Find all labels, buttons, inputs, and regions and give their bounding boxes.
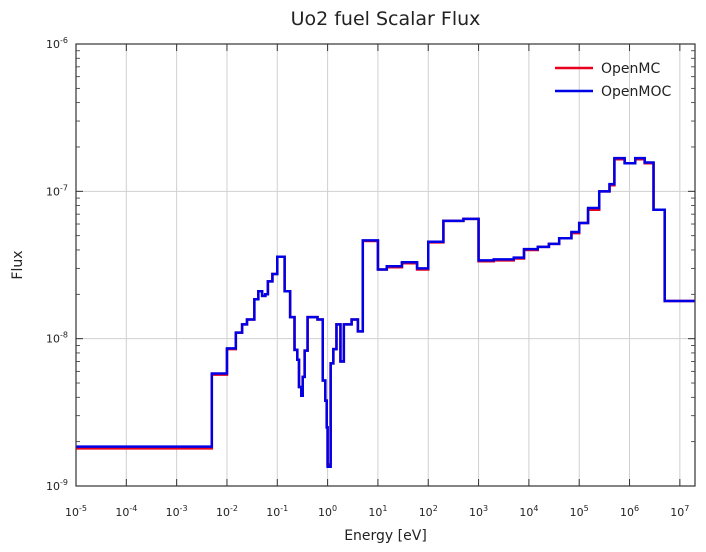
y-tick-label: 10-7 xyxy=(46,183,68,198)
x-tick-label: 10-2 xyxy=(216,504,238,519)
x-tick-labels: 10-5 10-4 10-3 10-2 10-1 100 101 102 103 104 105 10… xyxy=(65,504,689,519)
series-line-openmoc xyxy=(76,156,695,469)
x-tick-label: 107 xyxy=(670,504,689,519)
x-tick-label: 10-4 xyxy=(115,504,137,519)
legend-label-openmoc: OpenMOC xyxy=(601,84,671,100)
x-tick-label: 10-3 xyxy=(166,504,188,519)
y-tick-labels: 10-6 10-7 10-8 10-9 xyxy=(46,36,68,493)
y-axis-label: Flux xyxy=(10,250,26,279)
x-tick-label: 10-1 xyxy=(266,504,288,519)
series-layer xyxy=(76,156,695,469)
x-tick-label: 101 xyxy=(368,504,387,519)
x-tick-label: 106 xyxy=(620,504,639,519)
plot-frame xyxy=(75,43,696,487)
x-tick-label: 104 xyxy=(519,504,538,519)
chart-title: Uo2 fuel Scalar Flux xyxy=(291,8,481,30)
x-tick-label: 10-5 xyxy=(65,504,87,519)
x-tick-label: 103 xyxy=(469,504,488,519)
y-tick-label: 10-9 xyxy=(46,478,68,493)
x-axis-label: Energy [eV] xyxy=(344,528,427,544)
y-tick-label: 10-8 xyxy=(46,331,68,346)
x-tick-label: 102 xyxy=(419,504,438,519)
x-tick-label: 100 xyxy=(318,504,337,519)
legend: OpenMC OpenMOC xyxy=(555,61,671,100)
x-tick-label: 105 xyxy=(570,504,589,519)
legend-label-openmc: OpenMC xyxy=(601,61,660,77)
y-tick-label: 10-6 xyxy=(46,36,68,51)
